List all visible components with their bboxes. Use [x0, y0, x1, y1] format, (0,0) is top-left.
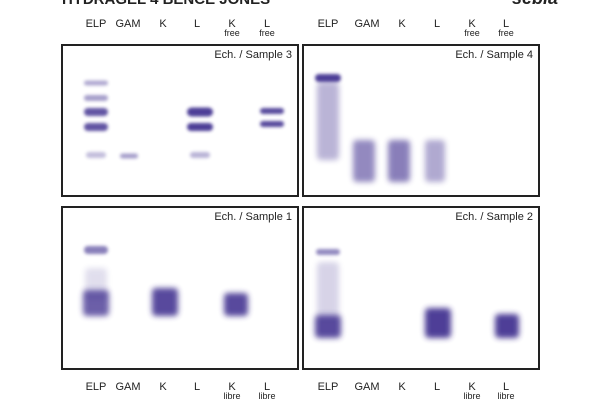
panel-title: Ech. / Sample 1 [214, 211, 292, 223]
lane-label: L [264, 381, 270, 393]
lane-sublabel: free [259, 28, 275, 38]
panel-frame [61, 206, 299, 370]
lane-sublabel: free [498, 28, 514, 38]
lane-label: ELP [318, 381, 339, 393]
lane-label: K [159, 381, 167, 393]
smear [353, 140, 375, 182]
smear [495, 314, 519, 338]
smear [425, 308, 451, 338]
band [84, 95, 108, 101]
lane-label: L [194, 18, 200, 30]
band [316, 249, 340, 255]
smear [317, 82, 339, 160]
lane-sublabel: free [224, 28, 240, 38]
smear [224, 293, 248, 316]
lane-sublabel: libre [497, 391, 514, 400]
lane-label: K [468, 381, 476, 393]
lane-label: L [194, 381, 200, 393]
panel-title: Ech. / Sample 4 [455, 49, 533, 61]
band [84, 246, 108, 254]
panel-title: Ech. / Sample 3 [214, 49, 292, 61]
smear [315, 315, 341, 338]
band [190, 152, 210, 158]
lane-label: L [434, 18, 440, 30]
band [120, 153, 138, 159]
lane-label: L [264, 18, 270, 30]
smear [388, 140, 410, 182]
lane-label: GAM [354, 18, 379, 30]
logo: sebia [512, 0, 558, 8]
lane-label: K [228, 381, 236, 393]
band [260, 108, 284, 114]
lane-label: K [228, 18, 236, 30]
lane-label: ELP [318, 18, 339, 30]
lane-label: K [468, 18, 476, 30]
lane-label: GAM [354, 381, 379, 393]
band [84, 123, 108, 131]
lane-label: GAM [115, 381, 140, 393]
lane-label: K [398, 381, 406, 393]
band [84, 80, 108, 86]
panel-frame [61, 44, 299, 197]
lane-label: ELP [86, 18, 107, 30]
lane-sublabel: libre [258, 391, 275, 400]
band [86, 152, 106, 158]
band [84, 108, 108, 116]
smear [317, 262, 339, 318]
lane-label: L [503, 381, 509, 393]
smear [152, 288, 178, 316]
panel-title: Ech. / Sample 2 [455, 211, 533, 223]
lane-label: ELP [86, 381, 107, 393]
panel-frame [302, 44, 540, 197]
lane-label: K [398, 18, 406, 30]
smear [83, 290, 109, 316]
smear [425, 140, 445, 182]
lane-label: K [159, 18, 167, 30]
band [315, 74, 341, 82]
lane-sublabel: libre [463, 391, 480, 400]
lane-label: L [434, 381, 440, 393]
panel-frame [302, 206, 540, 370]
band [187, 107, 213, 117]
band [187, 123, 213, 131]
band [260, 121, 284, 127]
lane-label: L [503, 18, 509, 30]
header-title: HYDRAGEL 4 BENCE JONES [62, 0, 270, 8]
lane-label: GAM [115, 18, 140, 30]
lane-sublabel: libre [223, 391, 240, 400]
lane-sublabel: free [464, 28, 480, 38]
